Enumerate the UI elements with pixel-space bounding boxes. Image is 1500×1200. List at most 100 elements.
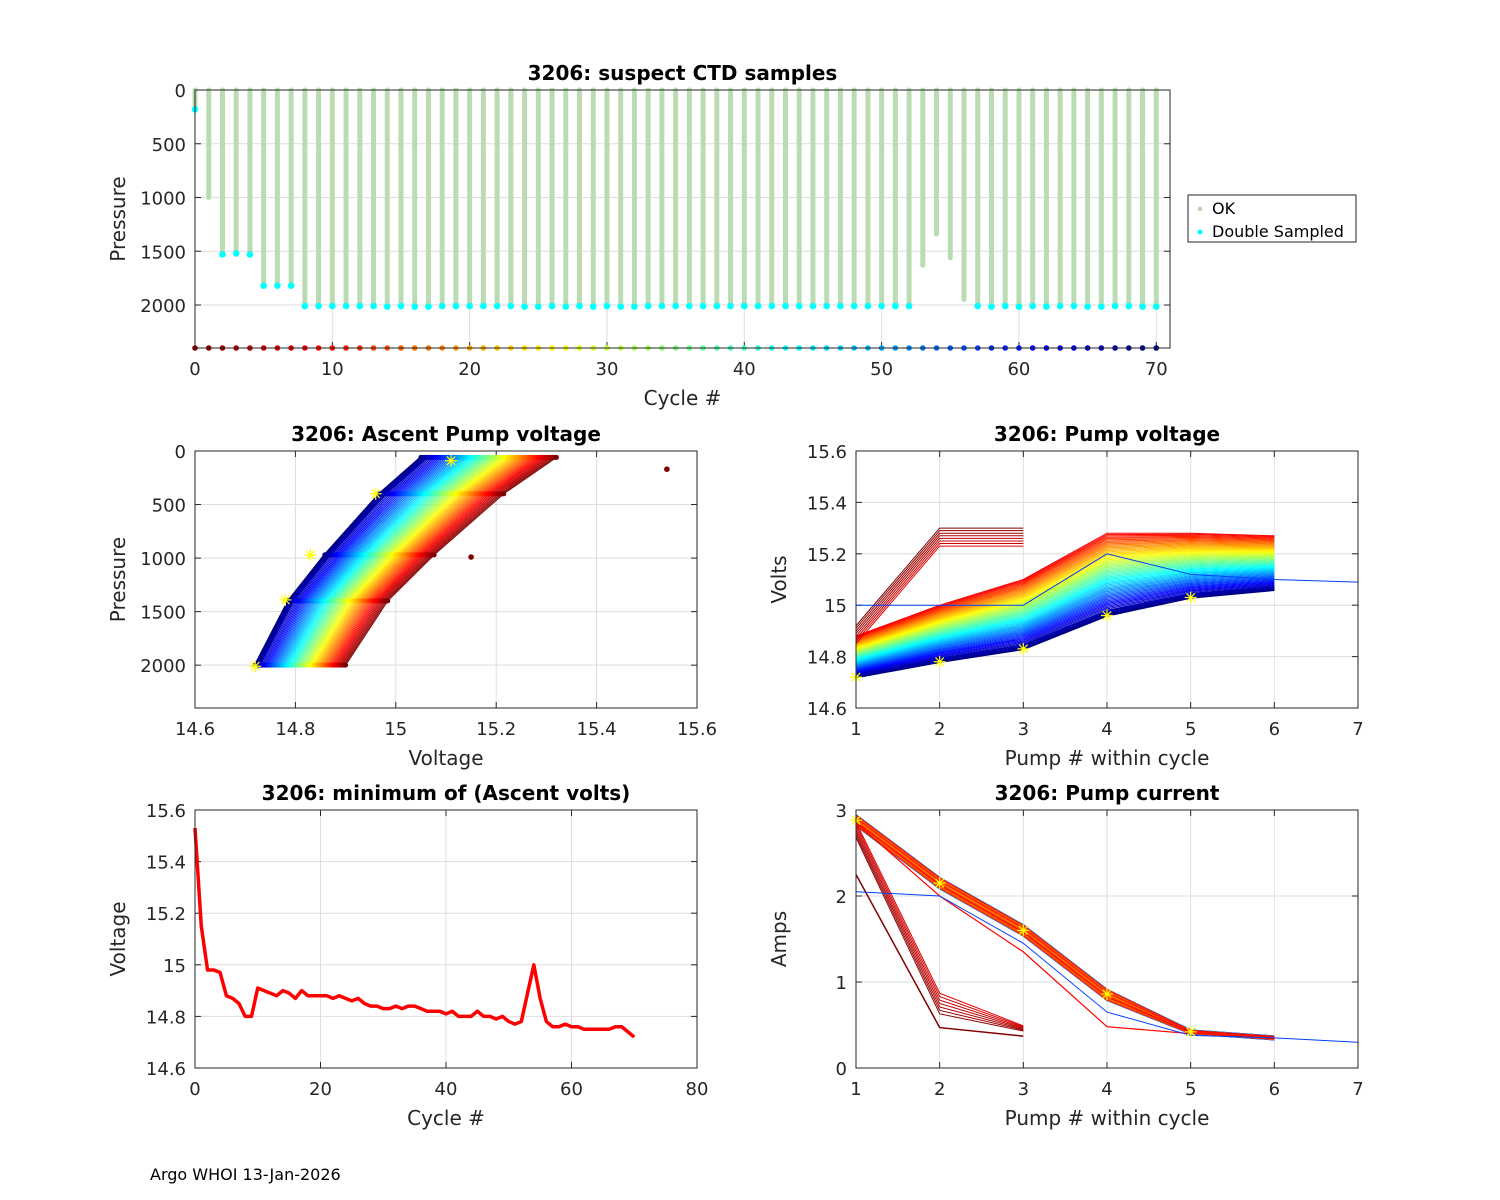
x-tick-label: 15.2 bbox=[476, 719, 516, 740]
double-sampled-point bbox=[425, 303, 432, 310]
double-sampled-point bbox=[246, 251, 254, 258]
footer-text: Argo WHOI 13-Jan-2026 bbox=[150, 1165, 341, 1184]
min-marker bbox=[933, 877, 946, 890]
min-marker bbox=[369, 487, 382, 500]
double-sampled-point bbox=[754, 302, 762, 310]
axes-frame bbox=[194, 450, 698, 709]
pump-voltage-line bbox=[855, 550, 1275, 648]
pump-voltage-line bbox=[855, 534, 1275, 638]
min-marker bbox=[1017, 642, 1030, 655]
pump-current-line bbox=[855, 821, 1275, 1040]
x-tick-label: 0 bbox=[189, 359, 200, 380]
legend-marker bbox=[1197, 206, 1203, 212]
x-tick-label: 5 bbox=[1185, 719, 1196, 740]
y-tick-label: 500 bbox=[152, 496, 186, 517]
double-sampled-point bbox=[1015, 303, 1023, 310]
double-sampled-point bbox=[672, 302, 679, 310]
double-sampled-point bbox=[507, 302, 515, 310]
double-sampled-point bbox=[548, 302, 556, 310]
double-sampled-point bbox=[1125, 302, 1133, 310]
y-tick-label: 14.8 bbox=[807, 648, 847, 669]
legend-marker bbox=[1197, 229, 1203, 235]
axes-frame bbox=[855, 450, 1359, 709]
double-sampled-point bbox=[342, 302, 350, 310]
pump-voltage-line bbox=[855, 554, 1275, 652]
min-marker bbox=[1017, 924, 1030, 937]
pump-voltage-line bbox=[855, 543, 1275, 644]
y-axis-label: Pressure bbox=[106, 176, 130, 261]
pump-voltage-line bbox=[855, 567, 1275, 662]
double-sampled-point bbox=[1111, 302, 1119, 310]
double-sampled-point bbox=[795, 302, 803, 310]
pump-current-line bbox=[855, 874, 1024, 1037]
double-sampled-point bbox=[603, 302, 611, 310]
pump-voltage-line bbox=[855, 572, 1275, 666]
double-sampled-point bbox=[1070, 302, 1078, 310]
double-sampled-point bbox=[823, 302, 830, 310]
axes-frame bbox=[194, 809, 698, 1069]
min-marker bbox=[933, 655, 946, 668]
pump-current-line bbox=[855, 825, 1275, 1040]
pump-voltage-line bbox=[855, 561, 1275, 657]
double-sampled-point bbox=[535, 303, 542, 310]
profile-point bbox=[553, 454, 559, 460]
y-tick-label: 15.4 bbox=[807, 493, 847, 514]
x-tick-label: 10 bbox=[321, 359, 344, 380]
profile-point bbox=[501, 491, 507, 497]
x-tick-label: 50 bbox=[870, 359, 893, 380]
double-sampled-point bbox=[260, 282, 267, 289]
y-tick-label: 15.2 bbox=[807, 545, 847, 566]
y-tick-label: 15.6 bbox=[146, 801, 186, 822]
x-axis-label: Pump # within cycle bbox=[1005, 1106, 1210, 1130]
chart-title: 3206: suspect CTD samples bbox=[528, 61, 838, 85]
min-marker bbox=[249, 660, 262, 673]
pump-voltage-line bbox=[855, 559, 1275, 656]
double-sampled-point bbox=[1152, 303, 1160, 310]
pump-voltage-line bbox=[855, 583, 1275, 674]
double-sampled-point bbox=[878, 302, 885, 310]
outlier-point bbox=[468, 554, 474, 560]
pump-voltage-line bbox=[855, 558, 1275, 655]
double-sampled-point bbox=[617, 303, 625, 310]
pump-voltage-line bbox=[855, 563, 1275, 658]
double-sampled-point bbox=[1001, 302, 1009, 310]
double-sampled-point bbox=[1056, 302, 1064, 310]
pump-voltage-line bbox=[855, 556, 1275, 653]
double-sampled-point bbox=[809, 302, 817, 310]
y-tick-label: 1000 bbox=[140, 189, 186, 210]
pump-voltage-line bbox=[855, 574, 1275, 667]
pump-current-line bbox=[855, 891, 1359, 1043]
x-tick-label: 14.8 bbox=[275, 719, 315, 740]
axes-frame bbox=[855, 809, 1359, 1069]
y-tick-label: 14.6 bbox=[807, 699, 847, 720]
x-tick-label: 4 bbox=[1101, 719, 1112, 740]
min-marker bbox=[1184, 1025, 1197, 1038]
x-tick-label: 40 bbox=[435, 1079, 458, 1100]
chart-title: 3206: Pump voltage bbox=[994, 422, 1220, 446]
chart-title: 3206: Pump current bbox=[995, 781, 1220, 805]
pump-voltage-line bbox=[855, 555, 1275, 652]
pump-voltage-line bbox=[855, 546, 1275, 646]
pump-voltage-line bbox=[855, 540, 1024, 639]
axes-minv: 0 20 40 60 80 14.6 14.8 15 15.2 15.4 15.6 3206: min… bbox=[106, 781, 708, 1130]
x-tick-label: 7 bbox=[1352, 1079, 1363, 1100]
pump-current-line bbox=[855, 814, 1275, 1037]
chart-title: 3206: minimum of (Ascent volts) bbox=[262, 781, 631, 805]
y-tick-label: 15.2 bbox=[146, 904, 186, 925]
double-sampled-point bbox=[768, 302, 776, 310]
pump-voltage-line bbox=[855, 584, 1275, 675]
min-marker bbox=[1184, 591, 1197, 604]
pump-voltage-line bbox=[855, 544, 1275, 644]
pump-voltage-line bbox=[855, 580, 1275, 672]
double-sampled-point bbox=[713, 302, 721, 310]
x-tick-label: 0 bbox=[189, 1079, 200, 1100]
chart-title: 3206: Ascent Pump voltage bbox=[291, 422, 601, 446]
pump-voltage-line bbox=[855, 530, 1024, 629]
min-marker bbox=[1101, 609, 1113, 622]
y-tick-label: 15 bbox=[163, 956, 186, 977]
pump-voltage-line bbox=[855, 535, 1024, 634]
double-sampled-point bbox=[493, 302, 501, 310]
pump-voltage-line bbox=[855, 552, 1275, 650]
